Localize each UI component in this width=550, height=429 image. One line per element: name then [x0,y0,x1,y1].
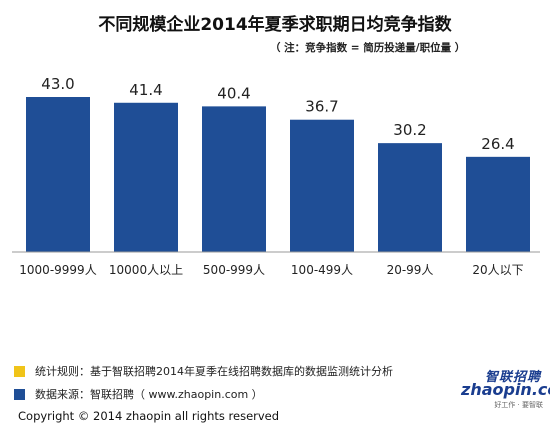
zhaopin-logo: 智联招聘 zhaopin.com 好工作 · 要智联 [461,368,550,410]
bar-2 [202,106,266,252]
x-tick-label-0: 1000-9999人 [19,263,96,277]
chart-title: 不同规模企业2014年夏季求职期日均竞争指数 [98,15,452,35]
data-label-2: 40.4 [217,84,250,102]
x-tick-label-2: 500-999人 [203,263,265,277]
labels-layer: 43.0 41.4 40.4 36.7 30.2 26.4 [41,75,514,153]
x-tick-label-4: 20-99人 [387,263,434,277]
logo-en-text: zhaopin.com [461,380,550,399]
data-label-4: 30.2 [393,121,426,139]
chart-subtitle: （ 注：竞争指数 = 简历投递量/职位量 ） [270,42,466,54]
bar-5 [466,156,530,252]
logo-cn-text: 智联招聘 [484,370,541,385]
data-label-5: 26.4 [481,135,514,153]
x-tick-label-5: 20人以下 [472,263,523,277]
footer-note: 统计规则：基于智联招聘2014年夏季在线招聘数据库的数据监测统计分析 [35,365,393,378]
footer-source-row: 数据来源：智联招聘（ www.zhaopin.com ） [14,386,263,402]
footer-note-row: 统计规则：基于智联招聘2014年夏季在线招聘数据库的数据监测统计分析 [14,363,393,379]
logo-tagline: 好工作 · 要智联 [494,401,543,409]
bar-4 [378,143,442,252]
data-label-3: 36.7 [305,98,338,116]
bar-1 [114,102,178,252]
footer-source: 数据来源：智联招聘（ www.zhaopin.com ） [35,388,263,401]
source-swatch [14,388,25,400]
data-label-0: 43.0 [41,75,74,93]
bar-3 [290,119,354,252]
data-label-1: 41.4 [129,81,162,99]
copyright: Copyright © 2014 zhaopin all rights rese… [18,409,280,423]
bar-chart: 43.0 41.4 40.4 36.7 30.2 26.4 1000-9999人 10000… [12,75,540,277]
bar-0 [26,97,90,252]
note-swatch [14,365,25,377]
x-tick-label-3: 100-499人 [291,263,353,277]
x-tick-label-1: 10000人以上 [109,263,183,277]
tick-labels-layer: 1000-9999人 10000人以上 500-999人 100-499人 20-99人… [19,263,523,277]
bars-layer [26,97,530,252]
